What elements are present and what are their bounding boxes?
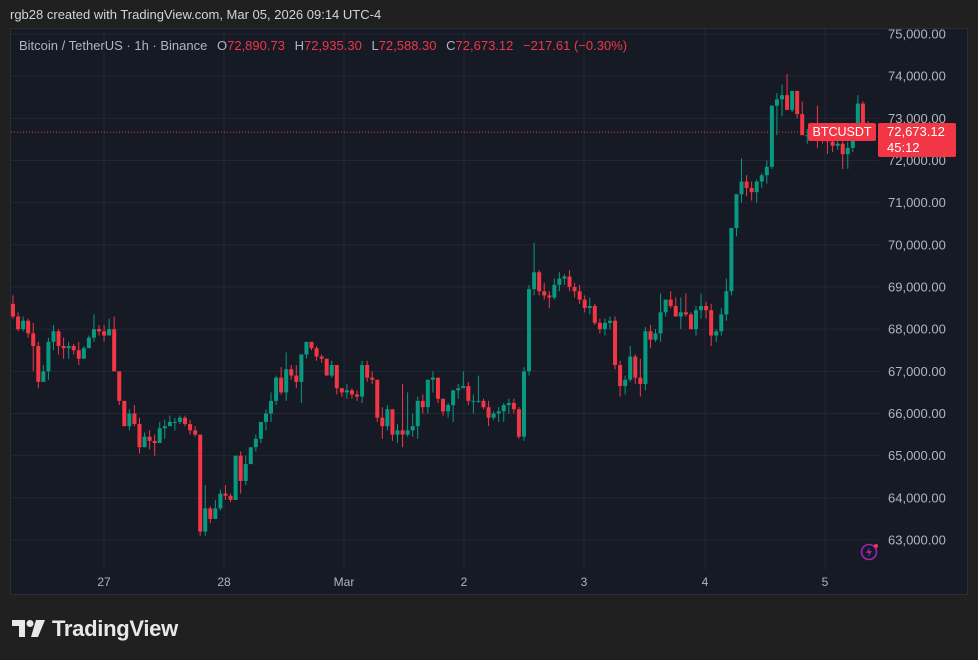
- svg-text:28: 28: [217, 575, 231, 589]
- svg-text:3: 3: [581, 575, 588, 589]
- chart-panel[interactable]: [10, 28, 968, 595]
- svg-text:64,000.00: 64,000.00: [888, 490, 946, 505]
- open-label: O: [216, 38, 228, 53]
- brand-name: TradingView: [52, 616, 178, 641]
- symbol-price-tag: BTCUSDT: [808, 123, 876, 141]
- lightning-icon[interactable]: [860, 543, 878, 561]
- high-value: 72,935.30: [303, 38, 362, 53]
- close-label: C: [446, 38, 456, 53]
- symbol-title[interactable]: Bitcoin / TetherUS · 1h · Binance: [19, 38, 208, 53]
- svg-text:68,000.00: 68,000.00: [888, 322, 946, 337]
- low-label: L: [371, 38, 379, 53]
- tradingview-logo[interactable]: TradingView: [12, 616, 178, 642]
- svg-text:74,000.00: 74,000.00: [888, 69, 946, 84]
- svg-text:67,000.00: 67,000.00: [888, 364, 946, 379]
- svg-text:71,000.00: 71,000.00: [888, 195, 946, 210]
- change-value: −217.61 (−0.30%): [523, 38, 628, 53]
- svg-text:4: 4: [702, 575, 709, 589]
- low-value: 72,588.30: [378, 38, 437, 53]
- bar-countdown: 45:12: [887, 140, 920, 155]
- svg-text:69,000.00: 69,000.00: [888, 280, 946, 295]
- tradingview-logo-icon: [12, 620, 45, 637]
- svg-text:66,000.00: 66,000.00: [888, 406, 946, 421]
- close-value: 72,673.12: [455, 38, 514, 53]
- ohlc-legend: Bitcoin / TetherUS · 1h · Binance O72,89…: [19, 38, 627, 53]
- last-price-tag: 72,673.12 45:12: [878, 123, 956, 157]
- last-price-value: 72,673.12: [887, 124, 945, 139]
- svg-text:5: 5: [822, 575, 829, 589]
- chart-credit: rgb28 created with TradingView.com, Mar …: [10, 7, 382, 22]
- svg-text:70,000.00: 70,000.00: [888, 237, 946, 252]
- svg-text:63,000.00: 63,000.00: [888, 533, 946, 548]
- svg-text:27: 27: [97, 575, 111, 589]
- open-value: 72,890.73: [227, 38, 285, 53]
- high-label: H: [294, 38, 304, 53]
- candlestick-chart[interactable]: 75,000.0074,000.0073,000.0072,000.0071,0…: [0, 0, 978, 600]
- svg-text:73,000.00: 73,000.00: [888, 111, 946, 126]
- svg-text:Mar: Mar: [334, 575, 355, 589]
- svg-text:75,000.00: 75,000.00: [888, 27, 946, 42]
- svg-text:2: 2: [461, 575, 468, 589]
- svg-text:65,000.00: 65,000.00: [888, 448, 946, 463]
